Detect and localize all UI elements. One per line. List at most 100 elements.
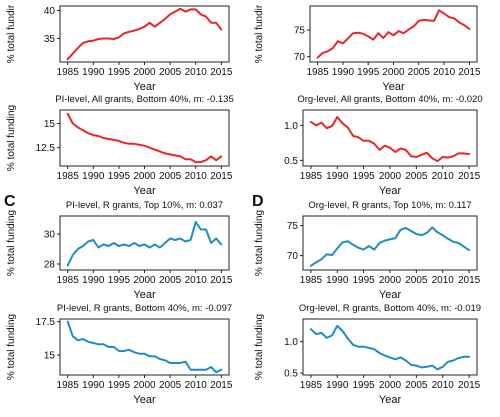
x-tick-label: 2015	[210, 171, 233, 182]
chart-title: PI-level, All grants, Bottom 40%, m: -0.…	[55, 94, 233, 105]
x-tick-label: 1985	[57, 275, 80, 286]
chart-panel-8: Org-level, R grants, Bottom 40%, m: -0.0…	[254, 303, 481, 406]
plot-frame	[302, 318, 478, 376]
x-axis-label: Year	[382, 81, 405, 93]
x-tick-label: 2015	[210, 67, 233, 78]
x-tick-label: 2000	[133, 380, 156, 391]
y-tick-label: 75	[294, 26, 306, 37]
x-tick-label: 2005	[159, 380, 182, 391]
x-tick-label: 1990	[82, 275, 105, 286]
x-tick-label: 2005	[405, 275, 428, 286]
y-tick-label: 12.5	[36, 143, 56, 154]
x-tick-label: 2005	[405, 380, 428, 391]
x-tick-label: 2000	[379, 380, 402, 391]
x-tick-label: 1990	[82, 380, 105, 391]
x-tick-label: 1995	[353, 171, 376, 182]
y-tick-label: 1.0	[284, 121, 298, 132]
x-tick-label: 1995	[108, 380, 131, 391]
chart-panel-4: Org-level, All grants, Bottom 40%, m: -0…	[284, 94, 483, 197]
x-tick-label: 2010	[185, 67, 208, 78]
x-axis-label: Year	[379, 394, 402, 406]
x-tick-label: 2015	[210, 380, 233, 391]
x-tick-label: 2005	[408, 67, 431, 78]
y-tick-label: 30	[44, 230, 56, 241]
chart-panel-1: 1985 1990 1995 2000 2005 2010 2015 35 40 Year % to…	[6, 4, 233, 93]
y-axis-label: % total fundir	[254, 4, 265, 63]
chart-panel-5: PI-level, R grants, Top 10%, m: 0.037 198…	[6, 200, 233, 301]
x-tick-label: 2015	[458, 67, 481, 78]
x-tick-label: 2010	[185, 171, 208, 182]
series-line	[316, 9, 471, 59]
chart-panel-3: PI-level, All grants, Bottom 40%, m: -0.…	[6, 94, 234, 197]
series-line	[309, 116, 471, 163]
x-tick-label: 2015	[458, 171, 481, 182]
x-tick-label: 1985	[57, 171, 80, 182]
x-tick-label: 2005	[159, 275, 182, 286]
x-tick-label: 1985	[57, 380, 80, 391]
x-tick-label: 1985	[57, 67, 80, 78]
x-tick-label: 1995	[108, 275, 131, 286]
x-tick-label: 1990	[326, 171, 349, 182]
y-axis-label: % total funding	[254, 314, 265, 380]
series-line	[66, 320, 223, 374]
x-tick-label: 2005	[159, 171, 182, 182]
x-tick-label: 2000	[379, 275, 402, 286]
chart-panel-7: PI-level, R grants, Bottom 40%, m: -0.09…	[6, 303, 233, 406]
x-axis-label: Year	[379, 185, 402, 197]
y-axis-label: % total funding	[6, 314, 17, 380]
chart-title: PI-level, R grants, Top 10%, m: 0.037	[66, 200, 223, 211]
x-tick-label: 1990	[332, 67, 355, 78]
chart-title: Org-level, R grants, Top 10%, m: 0.117	[308, 200, 471, 211]
x-tick-label: 1985	[306, 67, 329, 78]
x-tick-label: 1990	[326, 275, 349, 286]
plot-frame	[59, 109, 230, 167]
x-tick-label: 2015	[458, 380, 481, 391]
x-axis-label: Year	[379, 289, 402, 301]
y-tick-label: 17.5	[36, 317, 56, 328]
x-tick-label: 2000	[379, 171, 402, 182]
series-line	[66, 7, 223, 61]
x-tick-label: 1990	[82, 67, 105, 78]
y-tick-label: 0.5	[284, 369, 298, 380]
x-tick-label: 1995	[357, 67, 380, 78]
x-tick-label: 1985	[300, 380, 323, 391]
x-tick-label: 1990	[326, 380, 349, 391]
x-tick-label: 2010	[432, 171, 455, 182]
x-tick-label: 2005	[405, 171, 428, 182]
x-tick-label: 1985	[300, 171, 323, 182]
x-tick-label: 2010	[185, 380, 208, 391]
x-tick-label: 2000	[382, 67, 405, 78]
x-tick-label: 1995	[108, 67, 131, 78]
y-tick-label: 35	[44, 34, 56, 45]
y-tick-label: 75	[287, 221, 299, 232]
plot-frame	[302, 215, 478, 271]
x-axis-label: Year	[133, 81, 156, 93]
panel-letter-d: D	[252, 193, 264, 210]
x-tick-label: 2010	[433, 67, 456, 78]
y-tick-label: 40	[44, 6, 56, 17]
plot-frame	[59, 5, 230, 63]
chart-panel-6: Org-level, R grants, Top 10%, m: 0.117 19…	[254, 200, 481, 301]
y-tick-label: 28	[44, 260, 56, 271]
y-tick-label: 0.5	[284, 156, 298, 167]
x-tick-label: 2010	[185, 275, 208, 286]
x-tick-label: 2015	[458, 275, 481, 286]
x-axis-label: Year	[133, 185, 156, 197]
y-tick-label: 70	[294, 52, 306, 63]
y-tick-label: 15	[44, 351, 56, 362]
plot-frame	[309, 5, 478, 63]
x-tick-label: 1990	[82, 171, 105, 182]
series-line	[66, 112, 223, 164]
x-tick-label: 1995	[353, 380, 376, 391]
x-tick-label: 2005	[159, 67, 182, 78]
x-axis-label: Year	[133, 394, 156, 406]
y-axis-label: % total funding	[254, 210, 265, 276]
series-line	[66, 221, 223, 267]
y-axis-label: % total funding	[6, 210, 17, 276]
plot-frame	[59, 318, 230, 376]
y-axis-label: % total funding	[6, 105, 17, 171]
x-tick-label: 2000	[133, 275, 156, 286]
x-tick-label: 1985	[300, 275, 323, 286]
x-axis-label: Year	[133, 289, 156, 301]
